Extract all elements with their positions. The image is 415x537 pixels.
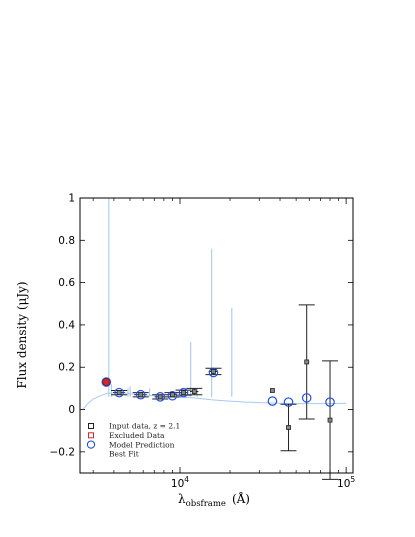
axes: −0.2 0 0.2 0.4 0.6 0.8 1 104 105 [50, 193, 356, 491]
x-axis-label: λobsframe (Å) [178, 491, 250, 509]
model-prediction-point [155, 392, 166, 402]
input-data-point [327, 417, 333, 423]
input-data-point [138, 392, 144, 398]
y-axis-label: Flux density (μJy) [15, 281, 29, 388]
legend-label: Best Fit [109, 450, 139, 459]
input-data-point [286, 425, 291, 430]
input-data-point [304, 359, 310, 365]
x-axis-label-symbol: λ [178, 492, 186, 506]
input-data-point [157, 394, 163, 400]
model-prediction-point [114, 387, 124, 398]
x-tick-label: 104 [171, 475, 189, 490]
y-tick-label: 0.8 [58, 235, 75, 247]
legend-marker [88, 423, 94, 429]
y-tick-label: 0.2 [58, 362, 75, 374]
plot-frame [79, 197, 354, 474]
model-prediction-point [301, 393, 312, 403]
legend-label: Input data, z = 2.1 [109, 422, 180, 431]
legend-label: Model Prediction [109, 440, 175, 449]
excluded-data-point [102, 378, 111, 386]
input-data-point [170, 392, 175, 398]
plot-content [82, 198, 347, 480]
y-tick-label: 0 [68, 404, 75, 416]
x-axis-label-sub: obsframe [186, 499, 226, 509]
model-prediction-point [267, 396, 278, 406]
input-data-point [116, 390, 122, 396]
input-data-point [211, 369, 216, 374]
x-tick-label: 105 [337, 475, 355, 490]
y-tick-label: 0.4 [58, 319, 75, 331]
model-prediction-point [208, 367, 219, 378]
y-tick-label: 0.6 [58, 277, 75, 289]
model-prediction-point [101, 377, 112, 387]
model-prediction-point [283, 397, 294, 407]
legend-marker [88, 432, 94, 439]
legend-label: Excluded Data [109, 431, 165, 440]
model-prediction-point [178, 387, 189, 398]
model-prediction-point [167, 390, 178, 401]
x-axis-label-units: (Å) [232, 491, 250, 506]
legend-marker [86, 440, 96, 449]
y-tick-label: −0.2 [50, 446, 76, 458]
input-data-point [191, 389, 197, 394]
y-tick-label: 1 [68, 193, 75, 205]
model-prediction-point [325, 397, 335, 407]
model-prediction-point [135, 389, 146, 400]
input-data-point [181, 390, 186, 396]
input-data-point [270, 388, 275, 393]
